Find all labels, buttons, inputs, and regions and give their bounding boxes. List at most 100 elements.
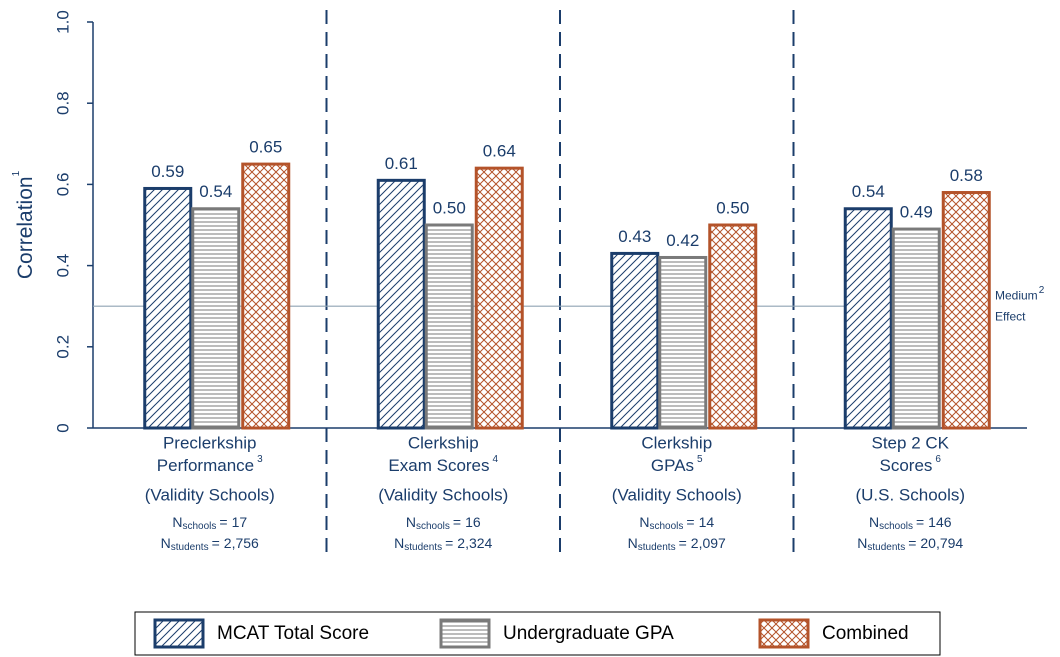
n-sub: schools	[649, 521, 683, 532]
n-students: Nstudents = 20,794	[857, 535, 963, 553]
category-subtitle: (Validity Schools)	[612, 485, 742, 504]
n-sub: schools	[182, 521, 216, 532]
n-sub: students	[404, 542, 442, 553]
value-label: 0.54	[199, 182, 232, 201]
n-students: Nstudents = 2,756	[161, 535, 259, 553]
y-tick-label: 0.8	[53, 91, 72, 115]
legend-swatch	[439, 618, 491, 649]
equals: =	[445, 535, 453, 551]
category-label: Clerkship	[408, 433, 479, 452]
y-tick-label: 0.4	[53, 254, 72, 278]
y-axis-title: Correlation1	[11, 170, 37, 279]
equals: =	[219, 514, 227, 530]
n-label: N	[869, 514, 879, 530]
equals: =	[679, 535, 687, 551]
bar	[941, 191, 991, 430]
category-label: Performance 3	[157, 454, 263, 476]
bar	[891, 227, 941, 430]
n-students: Nstudents = 2,097	[628, 535, 726, 553]
n-label: N	[857, 535, 867, 551]
value-label: 0.50	[433, 198, 466, 217]
bar	[241, 162, 291, 430]
value-label: 0.49	[900, 203, 933, 222]
value-label: 0.50	[716, 198, 749, 217]
bar	[143, 186, 193, 430]
equals: =	[453, 514, 461, 530]
n-schools-value: 16	[465, 514, 481, 530]
y-axis-title-note: 1	[11, 170, 22, 176]
n-sub: students	[171, 542, 209, 553]
category-note: 4	[493, 454, 499, 465]
value-label: 0.54	[852, 182, 885, 201]
category-label: GPAs 5	[651, 454, 703, 476]
equals: =	[908, 535, 916, 551]
n-schools: Nschools = 146	[869, 514, 952, 532]
n-schools-value: 146	[928, 514, 952, 530]
equals: =	[212, 535, 220, 551]
n-label: N	[161, 535, 171, 551]
category-subtitle: (Validity Schools)	[378, 485, 508, 504]
category-subtitle: (Validity Schools)	[145, 485, 275, 504]
n-sub: students	[638, 542, 676, 553]
equals: =	[916, 514, 924, 530]
legend-label: Undergraduate GPA	[503, 623, 674, 644]
value-label: 0.58	[950, 166, 983, 185]
y-tick-label: 0.6	[53, 173, 72, 197]
reference-note: 2	[1039, 285, 1045, 296]
n-label: N	[628, 535, 638, 551]
equals: =	[686, 514, 694, 530]
n-label: N	[394, 535, 404, 551]
bar	[658, 255, 708, 430]
n-schools: Nschools = 14	[639, 514, 714, 532]
y-axis-title-text: Correlation	[14, 176, 37, 279]
reference-label: Effect	[995, 309, 1026, 323]
n-schools: Nschools = 17	[172, 514, 247, 532]
y-tick-label: 0.2	[53, 335, 72, 359]
n-label: N	[639, 514, 649, 530]
legend-label: Combined	[822, 623, 909, 644]
bar	[610, 251, 660, 430]
legend-label: MCAT Total Score	[217, 623, 369, 644]
category-label: Preclerkship	[163, 433, 257, 452]
category-note: 5	[697, 454, 703, 465]
bar	[424, 223, 474, 430]
category-label-text: Scores	[880, 456, 933, 475]
value-label: 0.42	[666, 231, 699, 250]
legend-swatch	[153, 618, 205, 649]
category-label: Step 2 CK	[872, 433, 950, 452]
n-schools-value: 14	[699, 514, 715, 530]
category-label: Clerkship	[641, 433, 712, 452]
category-label-text: GPAs	[651, 456, 694, 475]
category-label-text: Exam Scores	[388, 456, 489, 475]
value-label: 0.65	[249, 138, 282, 157]
bar	[191, 207, 241, 430]
legend-swatch	[758, 618, 810, 649]
category-label-text: Performance	[157, 456, 254, 475]
n-label: N	[172, 514, 182, 530]
bar	[708, 223, 758, 430]
n-schools-value: 17	[232, 514, 248, 530]
bar	[843, 207, 893, 430]
n-students: Nstudents = 2,324	[394, 535, 492, 553]
value-label: 0.43	[618, 227, 651, 246]
n-students-value: 2,756	[224, 535, 259, 551]
n-sub: schools	[416, 521, 450, 532]
bar	[474, 166, 524, 430]
n-sub: schools	[879, 521, 913, 532]
n-students-value: 2,097	[691, 535, 726, 551]
category-label: Scores 6	[880, 454, 942, 476]
category-note: 3	[257, 454, 263, 465]
n-sub: students	[867, 542, 905, 553]
value-label: 0.64	[483, 142, 516, 161]
category-subtitle: (U.S. Schools)	[855, 485, 965, 504]
bar	[376, 178, 426, 430]
category-label: Exam Scores 4	[388, 454, 498, 476]
category-note: 6	[935, 454, 941, 465]
y-tick-label: 0	[53, 423, 72, 432]
reference-label: Medium2	[995, 285, 1045, 303]
n-students-value: 20,794	[920, 535, 963, 551]
y-tick-label: 1.0	[53, 10, 72, 34]
n-students-value: 2,324	[457, 535, 492, 551]
value-label: 0.59	[151, 162, 184, 181]
